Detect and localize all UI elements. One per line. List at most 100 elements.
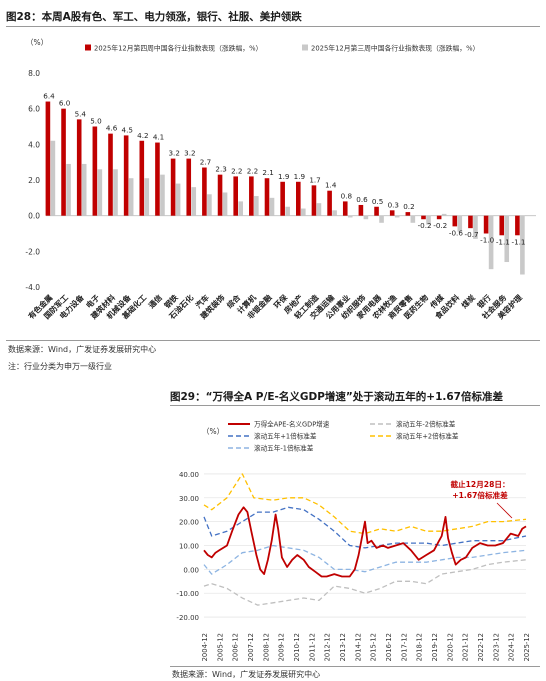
fig28-legend-swatch-2 — [302, 44, 308, 51]
fig28-bar-week4 — [170, 158, 176, 216]
fig28-bar-week4 — [186, 158, 192, 216]
fig29-series-line — [203, 559, 527, 606]
fig28-bar-week3 — [128, 178, 134, 216]
fig28-bar-week3 — [50, 140, 56, 216]
fig28-bar-week3 — [207, 194, 212, 216]
fig29-xtick-label: 2006-12 — [232, 633, 240, 661]
fig28-bar-week4 — [452, 215, 458, 227]
fig28-bar-week4 — [264, 178, 270, 216]
fig29-ytick-label: 20.00 — [179, 519, 199, 527]
fig28-data-label: -1.0 — [480, 236, 494, 245]
fig28-ytick-label: 8.0 — [28, 69, 40, 78]
fig28-data-label: 3.2 — [184, 149, 195, 158]
fig28-title-rule — [6, 26, 540, 27]
fig28-bar-week3 — [316, 203, 322, 216]
fig29-title: 图29：“万得全A P/E-名义GDP增速”处于滚动五年的+1.67倍标准差 — [170, 391, 503, 403]
fig29-xtick-label: 2013-12 — [339, 633, 347, 661]
fig29-xtick-label: 2020-12 — [446, 633, 454, 661]
fig28-bar-week3 — [301, 208, 306, 216]
fig28-bar-week4 — [327, 190, 332, 216]
fig28-data-label: 5.0 — [90, 117, 102, 126]
fig28-bar-week3 — [81, 163, 87, 216]
fig28-data-label: 5.4 — [75, 109, 87, 118]
fig28-ytick-label: -4.0 — [25, 283, 40, 292]
fig28-data-label: -0.2 — [418, 221, 432, 230]
fig29-xtick-label: 2005-12 — [216, 633, 224, 661]
fig29-xtick-label: 2011-12 — [308, 633, 316, 661]
fig29-xtick-label: 2019-12 — [431, 633, 439, 661]
fig28-bar-week3 — [379, 215, 384, 223]
fig28-data-label: 0.3 — [388, 200, 399, 209]
fig28-bar-week4 — [92, 126, 98, 216]
fig29-source: 数据来源：Wind，广发证券发展研究中心 — [172, 670, 321, 679]
fig28-bar-week3 — [332, 210, 337, 216]
fig28-bar-week4 — [61, 108, 66, 216]
fig28-bar-week3 — [113, 169, 118, 216]
fig28-data-label: 2.3 — [215, 165, 226, 174]
fig28-bar-week4 — [296, 181, 301, 216]
fig28-data-label: -1.1 — [496, 237, 510, 246]
fig28-bar-week3 — [160, 174, 165, 216]
fig28-data-label: -0.6 — [449, 228, 463, 237]
fig29-xtick-label: 2015-12 — [370, 633, 378, 661]
fig28-bar-week4 — [311, 185, 317, 216]
fig28-data-label: 0.2 — [403, 202, 414, 211]
fig28-ytick-label: 4.0 — [28, 140, 40, 149]
fig28-data-label: 1.9 — [294, 172, 306, 181]
fig28-note: 注：行业分类为申万一级行业 — [8, 362, 112, 371]
fig28-title: 图28：本周A股有色、军工、电力领涨，银行、社服、美护领跌 — [6, 11, 302, 23]
fig29-legend-label: 滚动五年-1倍标准差 — [254, 444, 314, 453]
fig28-bar-week3 — [488, 215, 494, 270]
fig28-data-label: 0.6 — [356, 195, 368, 204]
fig28-ytick-label: 6.0 — [28, 105, 40, 114]
fig28-legend-label-2: 2025年12月第三周中国各行业指数表现（涨跌幅，%） — [311, 44, 479, 53]
fig29-legend-label: 万得全APE-名义GDP增速 — [254, 420, 330, 429]
fig29-xtick-label: 2007-12 — [247, 633, 255, 661]
fig28-data-label: 4.2 — [137, 131, 148, 140]
fig28-bar-week3 — [520, 215, 525, 275]
fig28-bar-week4 — [358, 204, 364, 216]
fig29-xtick-label: 2025-12 — [523, 633, 531, 661]
fig28-bar-week4 — [280, 181, 285, 216]
fig28-bar-week4 — [76, 119, 82, 216]
fig29-ytick-label: 30.00 — [179, 495, 199, 503]
fig29-xtick-label: 2009-12 — [278, 633, 286, 661]
fig29-ytick-label: -20.00 — [176, 614, 199, 622]
fig28-bar-week4 — [374, 206, 379, 216]
fig28-data-label: 2.7 — [200, 158, 211, 167]
fig28-data-label: 1.4 — [325, 181, 337, 190]
fig28-data-label: 6.4 — [43, 92, 55, 101]
fig29-xtick-label: 2012-12 — [324, 633, 332, 661]
fig29-ytick-label: 10.00 — [179, 543, 199, 551]
fig28-bar-week3 — [410, 215, 416, 223]
fig29-unit-label: （%） — [202, 427, 224, 436]
fig29-xtick-label: 2023-12 — [492, 633, 500, 661]
fig29-xtick-label: 2022-12 — [477, 633, 485, 661]
fig28-bottom-rule — [6, 340, 540, 341]
fig28-bar-week4 — [515, 215, 520, 236]
fig29-xtick-label: 2017-12 — [400, 633, 408, 661]
fig28-bar-week3 — [285, 206, 290, 216]
fig28-bar-week3 — [175, 183, 181, 216]
fig28-bar-week3 — [222, 192, 228, 216]
fig28-ytick-label: 0.0 — [28, 212, 40, 221]
fig28-bar-week4 — [123, 135, 129, 216]
fig29-xtick-label: 2008-12 — [262, 633, 270, 661]
fig28-data-label: 2.2 — [247, 166, 258, 175]
fig28-data-label: 4.5 — [122, 125, 133, 134]
fig28-bar-week3 — [441, 213, 447, 216]
fig28-bar-week4 — [389, 210, 395, 216]
fig28-bar-week3 — [144, 178, 150, 216]
fig28-bar-week4 — [436, 215, 442, 220]
fig29-xtick-label: 2021-12 — [462, 633, 470, 661]
fig28-data-label: 2.2 — [231, 166, 242, 175]
fig29-legend-label: 滚动五年-2倍标准差 — [396, 420, 456, 429]
fig29-annotation-line1: 截止12月28日： — [450, 479, 509, 489]
fig29-xtick-label: 2024-12 — [508, 633, 516, 661]
fig29-xtick-label: 2004-12 — [201, 633, 209, 661]
fig28-bar-week4 — [468, 215, 473, 229]
fig28-data-label: 6.0 — [59, 99, 71, 108]
fig28-bar-week4 — [499, 215, 505, 236]
fig28-bar-week4 — [233, 176, 238, 216]
